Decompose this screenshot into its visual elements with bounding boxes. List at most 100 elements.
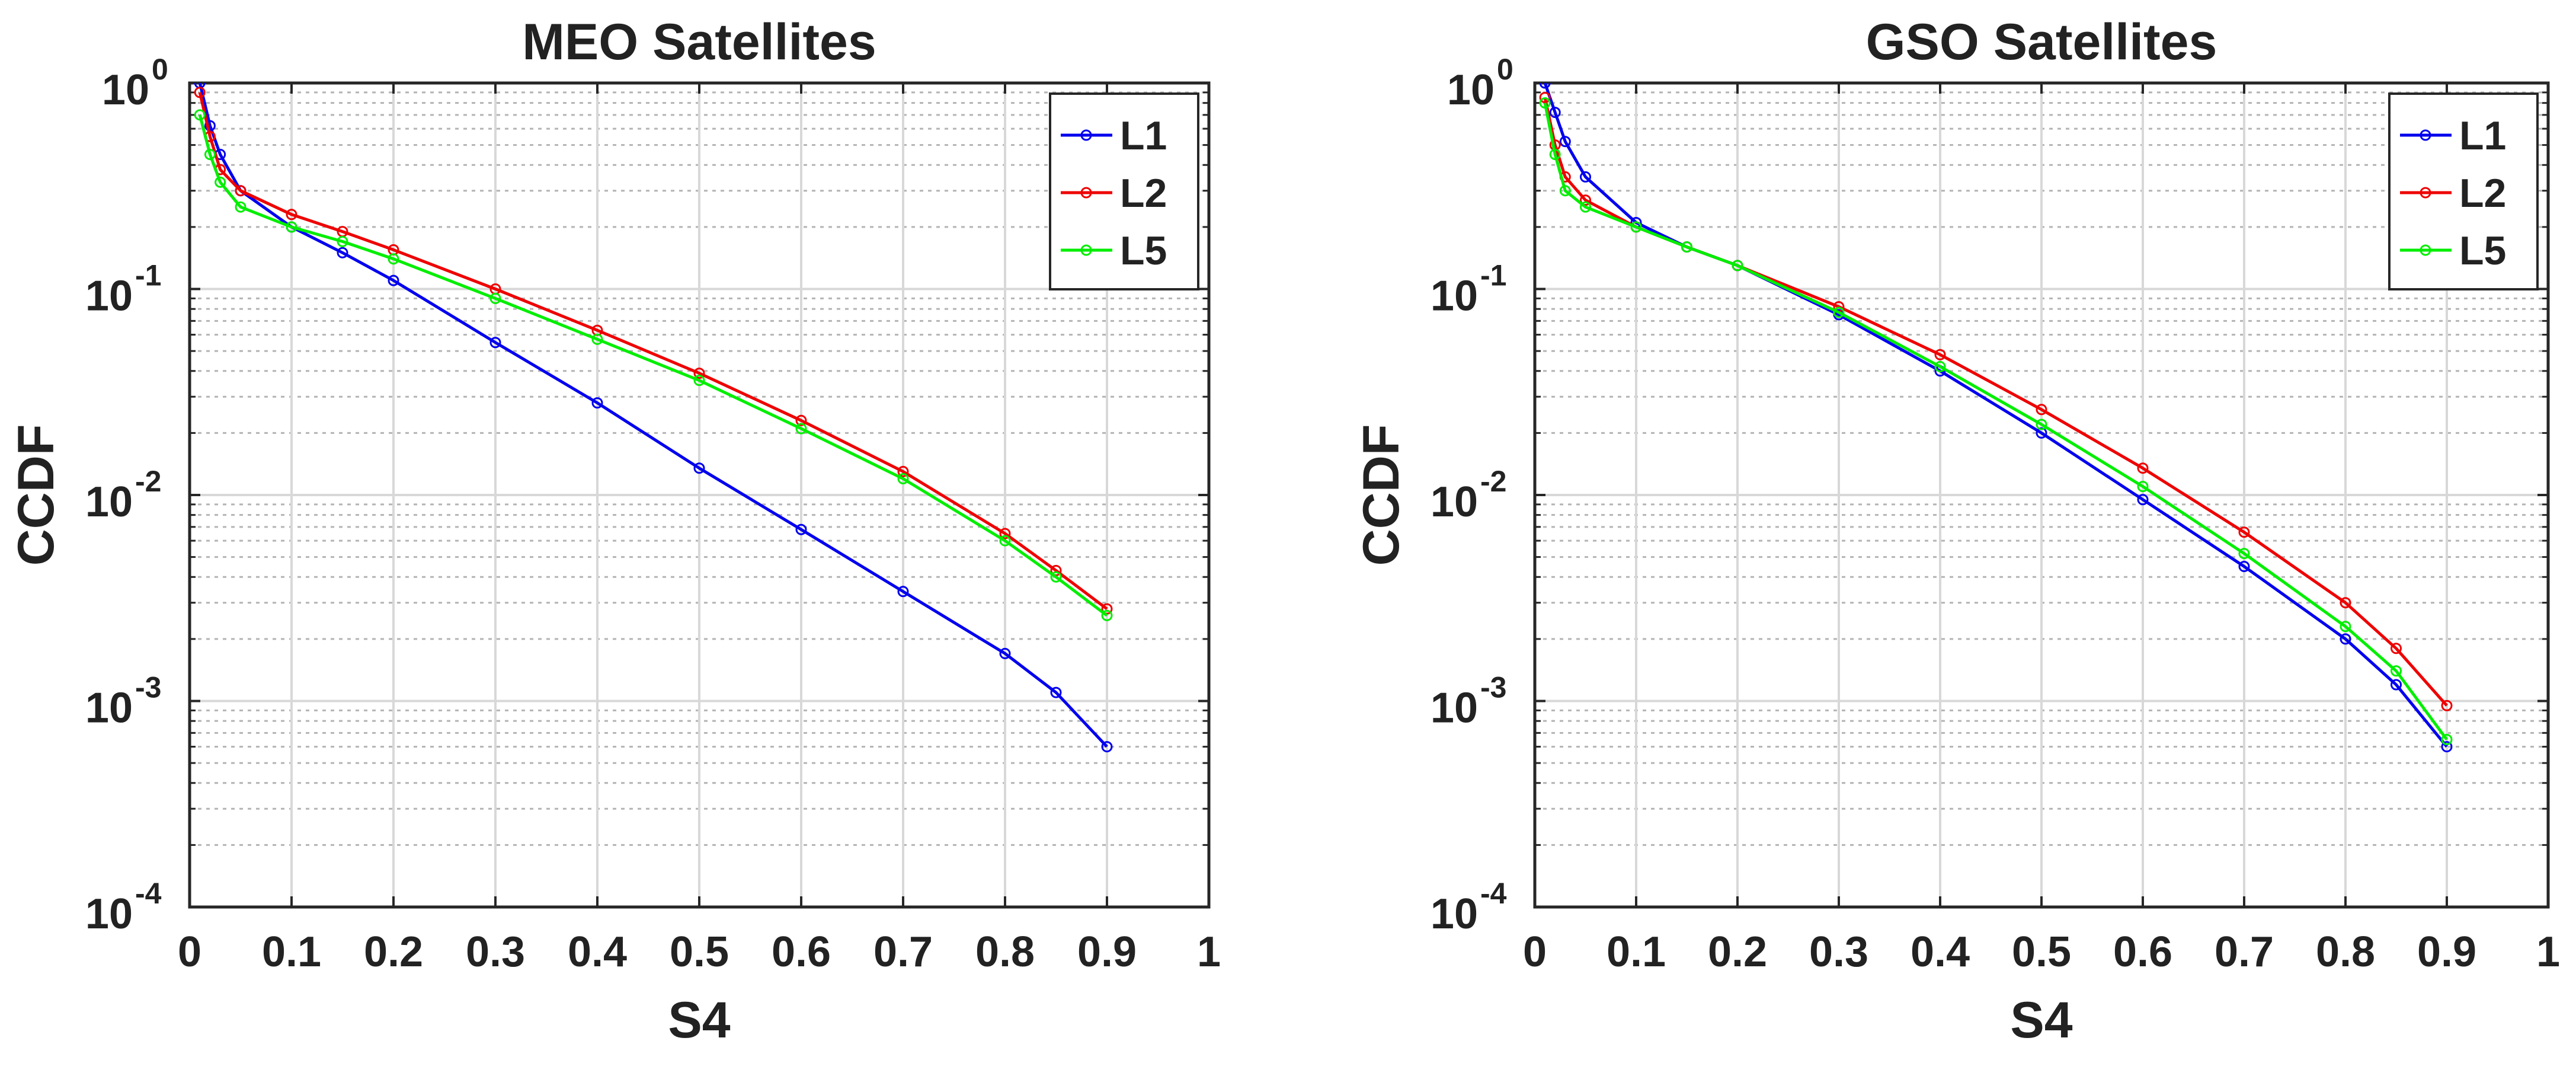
chart-1-y-tick-exponent: 0 (152, 53, 168, 86)
chart-1-legend-label-l5: L5 (1120, 228, 1167, 273)
chart-2-series-line-l1 (1543, 83, 2448, 748)
chart-1-data-point-l5 (795, 423, 807, 435)
chart-2-data-point-l5 (1549, 149, 1561, 161)
chart-2-legend: L1 L2 L5 (2388, 92, 2539, 290)
chart-2-series-line-l2 (1543, 97, 2448, 707)
chart-2-data-point-l1 (1559, 136, 1571, 148)
chart-2-data-point-l5 (2036, 419, 2047, 430)
chart-1-title: MEO Satellites (522, 14, 876, 71)
chart-2-y-tick-label: 10 (1431, 685, 1478, 732)
chart-1-data-point-l5 (897, 472, 909, 484)
chart-2-x-tick-label: 0.7 (2215, 928, 2274, 976)
chart-1-series-l5 (194, 109, 1113, 621)
chart-2-legend-marker-l2 (2420, 187, 2431, 199)
chart-2-data-point-l2 (1580, 194, 1591, 206)
chart-2-y-tick-base: 10 (1431, 478, 1478, 526)
chart-1-y-tick-base: 10 (85, 478, 133, 526)
chart-1-data-point-l2 (795, 414, 807, 426)
chart-2-data-point-l2 (2137, 462, 2149, 474)
chart-1-data-point-l2 (194, 87, 206, 98)
chart-2-x-tick-label: 0.6 (2113, 928, 2172, 976)
chart-2-data-point-l5 (2441, 734, 2453, 746)
chart-1-data-point-l5 (999, 535, 1011, 547)
chart-2-data-point-l2 (1539, 92, 1551, 104)
chart-1-data-point-l2 (235, 185, 247, 197)
chart-1-series-line-l5 (198, 114, 1108, 617)
chart-1-data-point-l1 (591, 397, 603, 409)
chart-1-data-point-l1 (795, 523, 807, 535)
chart-1-x-tick-label: 0.9 (1077, 928, 1137, 976)
chart-2-data-point-l1 (1580, 171, 1591, 183)
chart-2-data-point-l1 (2340, 633, 2351, 645)
chart-2-x-tick-label: 0.4 (1911, 928, 1970, 976)
chart-2-data-point-l5 (2340, 621, 2351, 633)
chart-1-data-point-l5 (204, 149, 216, 161)
chart-1-y-tick-exponent: -1 (135, 259, 161, 292)
chart-1-legend: L1 L2 L5 (1049, 92, 1199, 290)
chart-1-y-tick-label: 10 (85, 478, 133, 526)
chart-1-plot: 0 0.1 0.2 0.3 0.4 0.5 0.6 0.7 0.8 0.9 110 -410 -310-… (8, 14, 1221, 1049)
chart-2-data-point-l5 (1580, 201, 1591, 213)
chart-2-y-tick-exponent: -3 (1480, 671, 1506, 704)
chart-2-data-point-l1 (2391, 679, 2402, 691)
chart-1-y-tick-base: 10 (85, 685, 133, 732)
chart-1-data-point-l1 (337, 247, 348, 258)
chart-2-series-line-l5 (1543, 103, 2449, 740)
chart-2-data-point-l2 (2340, 597, 2351, 609)
chart-2-y-tick-label: 10 (1447, 66, 1495, 114)
chart-1-data-point-l5 (194, 109, 206, 121)
chart-1-data-point-l2 (286, 209, 297, 221)
chart-1-x-tick-label: 0.3 (466, 928, 525, 976)
chart-2-y-tick-base: 10 (1431, 685, 1478, 732)
chart-2-x-tick-label: 0.8 (2316, 928, 2375, 976)
chart-2-data-point-l5 (1732, 260, 1743, 272)
chart-2-legend-label-l1: L1 (2459, 113, 2506, 158)
chart-2-y-tick-label: 10 (1431, 478, 1478, 526)
chart-2-plot: 0 0.1 0.2 0.3 0.4 0.5 0.6 0.7 0.8 0.9 110 -410 -310-… (1353, 14, 2560, 1049)
chart-1-y-tick-base: 10 (102, 66, 149, 114)
chart-2-y-tick-exponent: -2 (1480, 465, 1506, 498)
chart-2-y-axis-label: CCDF (1353, 424, 1410, 566)
chart-2-title: GSO Satellites (1866, 14, 2217, 71)
chart-2-y-tick-base: 10 (1447, 66, 1495, 114)
chart-2-x-tick-label: 0.9 (2417, 928, 2476, 976)
chart-2-data-point-l1 (2441, 741, 2453, 753)
chart-2-data-point-l5 (1681, 241, 1692, 253)
chart-2-data-point-l2 (2391, 643, 2402, 654)
chart-2-series-l5 (1539, 97, 2453, 746)
chart-1-data-point-l2 (999, 528, 1011, 539)
chart-2-data-point-l5 (1539, 97, 1551, 109)
chart-1-x-tick-label: 0.2 (364, 928, 423, 976)
chart-2-data-point-l5 (1833, 306, 1845, 318)
chart-1-y-tick-label: 10 (102, 66, 149, 114)
chart-1-x-tick-label: 0.8 (975, 928, 1035, 976)
chart-1-x-axis-label: S4 (668, 992, 730, 1049)
chart-1-y-tick-base: 10 (85, 890, 133, 938)
chart-1-data-point-l5 (215, 176, 226, 188)
chart-1-x-tick-label: 0 (178, 928, 201, 976)
chart-1-y-tick-label: 10 (85, 273, 133, 320)
chart-1-legend-label-l2: L2 (1120, 171, 1167, 216)
chart-2-legend-marker-l1 (2420, 129, 2431, 141)
chart-1-data-point-l5 (489, 292, 501, 304)
chart-2-data-point-l2 (2036, 404, 2047, 416)
chart-1-data-point-l1 (897, 586, 909, 598)
chart-2-data-point-l5 (2137, 481, 2149, 493)
chart-1-x-tick-label: 1 (1197, 928, 1221, 976)
chart-1-x-tick-label: 0.5 (670, 928, 729, 976)
chart-1-series-line-l2 (198, 92, 1108, 611)
chart-2-legend-marker-l5 (2420, 244, 2431, 256)
chart-1-data-point-l5 (388, 253, 399, 265)
chart-2-data-point-l2 (1934, 349, 1946, 360)
chart-2-data-point-l1 (1549, 107, 1561, 119)
chart-2-data-point-l1 (2238, 561, 2250, 573)
chart-1-data-point-l5 (693, 375, 705, 387)
chart-2-y-tick-exponent: -4 (1480, 877, 1507, 910)
chart-1-data-point-l5 (591, 333, 603, 345)
chart-1-data-point-l1 (1101, 741, 1113, 753)
chart-1-x-tick-label: 0.6 (772, 928, 831, 976)
chart-1-y-tick-label: 10 (85, 685, 133, 732)
chart-2-legend-label-l2: L2 (2459, 171, 2506, 216)
chart-2-x-axis-label: S4 (2010, 992, 2072, 1049)
